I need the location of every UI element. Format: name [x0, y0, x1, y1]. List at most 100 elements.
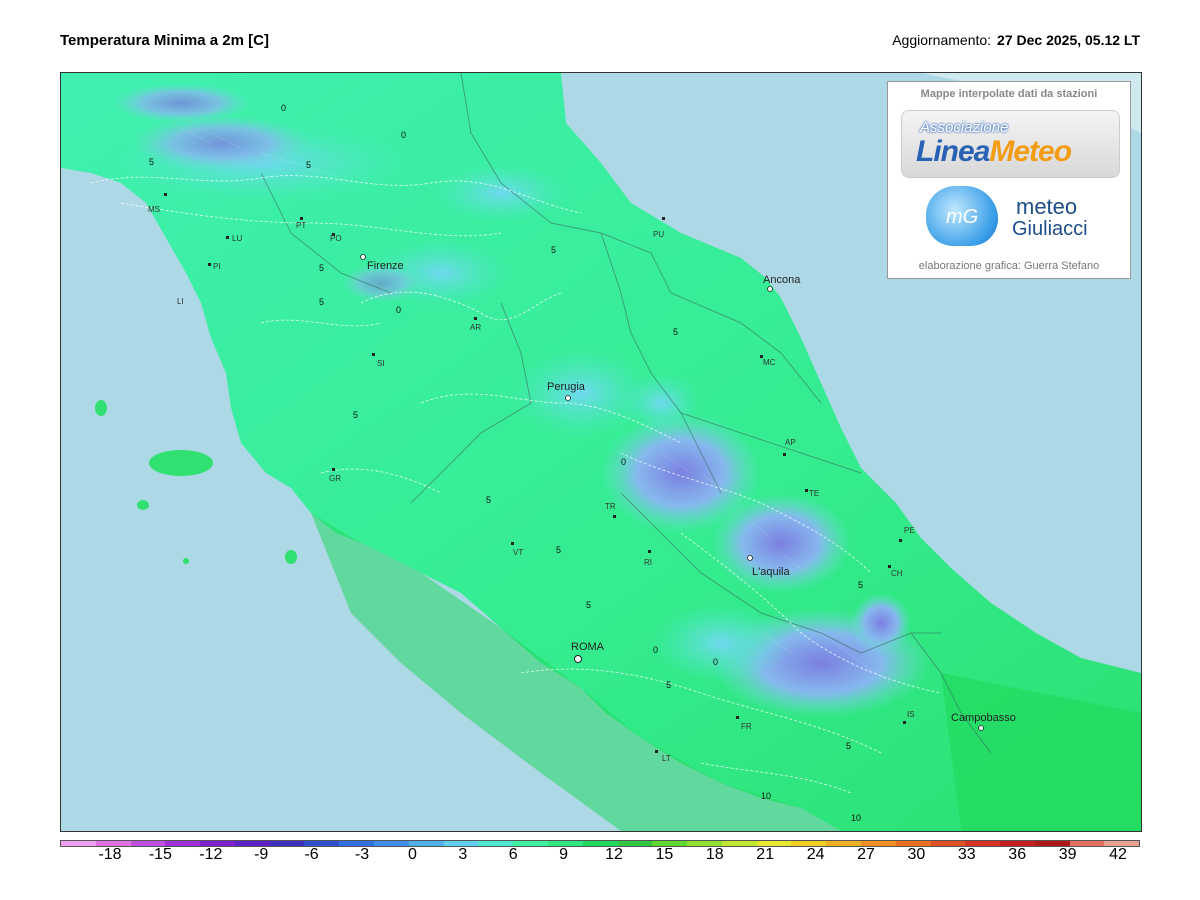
north-apennine-core	[131, 115, 311, 171]
simbruini-cold	[651, 603, 791, 683]
colorbar-tick-label: -9	[254, 846, 269, 863]
southeast-warm-band	[941, 673, 1141, 831]
marche-inland-cold	[621, 373, 701, 433]
sibillini-cold	[601, 413, 761, 533]
colorbar-swatch	[374, 841, 409, 846]
colorbar-tick-label: -18	[98, 846, 122, 863]
province-label: LT	[662, 754, 671, 763]
update-label: Aggiornamento:	[892, 32, 992, 48]
colorbar-tick-label: -15	[148, 846, 172, 863]
gran-sasso-cold	[711, 493, 851, 593]
city-labels: Firenze Ancona Perugia L'aquila ROMA Cam…	[360, 254, 1016, 731]
city-label-laquila: L'aquila	[752, 566, 790, 578]
isotherm-label: 5	[551, 245, 556, 255]
province-label: FR	[741, 722, 752, 731]
city-dot-perugia	[565, 395, 571, 401]
colorbar-swatch	[652, 841, 688, 846]
colorbar-swatch	[165, 841, 201, 846]
isotherm-label: 5	[673, 327, 678, 337]
colorbar-tick-label: 33	[957, 846, 976, 863]
meteogiuliacci-word2: Giuliacci	[1012, 218, 1088, 240]
colorbar-swatch	[930, 841, 966, 846]
province-label: IS	[907, 710, 915, 719]
province-label: VT	[513, 548, 523, 557]
city-label-ancona: Ancona	[763, 274, 801, 286]
colorbar-swatch	[756, 841, 792, 846]
meteogiuliacci-word1: meteo	[1016, 194, 1078, 219]
city-dot-ancona	[767, 286, 773, 292]
province-label: PE	[904, 526, 915, 535]
island-giglio	[285, 550, 297, 564]
colorbar-swatch	[965, 841, 1001, 846]
city-dot-campobasso	[978, 725, 984, 731]
meteogiuliacci-cloud-icon: mG	[926, 186, 998, 246]
map-title: Temperatura Minima a 2m [C]	[60, 32, 269, 49]
coastal-warm-band	[311, 513, 841, 831]
island-capraia	[95, 400, 107, 416]
isotherm-label: 5	[353, 410, 358, 420]
isotherm-label: 5	[846, 741, 851, 751]
province-labels: MS LU PI LI PT PO AR SI GR PU MC AP TE P…	[148, 193, 915, 763]
colorbar-swatch	[1104, 841, 1140, 846]
isotherm-label: 0	[713, 657, 718, 667]
province-label: MS	[148, 205, 160, 214]
colorbar-tick-label: -6	[304, 846, 319, 863]
isotherm-label: 5	[556, 545, 561, 555]
colorbar-tick-label: -12	[199, 846, 223, 863]
isotherm-label: 5	[486, 495, 491, 505]
terrain-texture	[170, 122, 892, 684]
isotherm-label: 0	[621, 457, 626, 467]
logo-credit: elaborazione grafica: Guerra Stefano	[918, 260, 1100, 272]
colorbar-swatch	[269, 841, 305, 846]
isotherm-label: 10	[851, 813, 861, 823]
colorbar-ticks: -18 -15 -12 -9 -6 -3 0 3 6 9 12 15 18 21 24 27 30 33 36 39 4…	[60, 846, 1140, 872]
maiella-peak-cold	[851, 593, 911, 653]
colorbar-swatch	[478, 841, 514, 846]
colorbar-swatch	[826, 841, 861, 846]
city-dot-laquila	[747, 555, 753, 561]
isotherm-label: 5	[666, 680, 671, 690]
colorbar-tick-label: 6	[508, 846, 518, 863]
temperature-map: 5 0 0 5 5 5 0 5 5 0 0 5 5 5 0 5 5 10 10 …	[60, 72, 1142, 832]
colorbar-swatch	[339, 841, 375, 846]
province-label: TR	[605, 502, 616, 511]
island-pianosa	[137, 500, 149, 510]
colorbar-swatch	[1000, 841, 1035, 846]
lineameteo-assoc-text: Associazione	[920, 119, 1009, 136]
colorbar-swatch	[617, 841, 653, 846]
mugello-cold	[431, 163, 571, 223]
island-montecristo	[183, 558, 189, 564]
island-elba	[149, 450, 213, 476]
province-label: TE	[809, 489, 819, 498]
northwest-cold	[111, 83, 251, 123]
colorbar-tick-label: 3	[458, 846, 468, 863]
mg-abbrev: mG	[946, 206, 979, 228]
colorbar-swatch	[547, 841, 583, 846]
update-value: 27 Dec 2025, 05.12 LT	[997, 32, 1140, 48]
colorbar-swatch	[791, 841, 827, 846]
city-label-campobasso: Campobasso	[951, 712, 1016, 724]
province-label: PU	[653, 230, 664, 239]
colorbar-swatch	[582, 841, 618, 846]
isotherm-value-labels: 5 0 0 5 5 5 0 5 5 0 0 5 5 5 0 5 5 10 10 …	[149, 103, 863, 823]
colorbar-swatch	[687, 841, 722, 846]
temperature-colorbar	[60, 840, 1140, 847]
firenze-cold-core	[341, 263, 421, 303]
logo-caption: Mappe interpolate dati da stazioni	[920, 88, 1098, 100]
isotherm-label: 5	[858, 580, 863, 590]
province-label: PT	[296, 221, 306, 230]
city-dot-roma	[574, 655, 582, 663]
colorbar-swatch	[130, 841, 166, 846]
colorbar-swatch	[234, 841, 270, 846]
province-label: LI	[177, 297, 184, 306]
isotherm-label: 0	[653, 645, 658, 655]
colorbar-swatch	[61, 841, 96, 846]
province-label: GR	[329, 474, 341, 483]
colorbar-swatch	[1034, 841, 1070, 846]
isotherm-label: 5	[306, 160, 311, 170]
isotherm-label: 0	[281, 103, 286, 113]
umbria-cold	[511, 348, 651, 438]
colorbar-swatch	[95, 841, 131, 846]
city-label-firenze: Firenze	[367, 260, 404, 272]
province-label: CH	[891, 569, 903, 578]
